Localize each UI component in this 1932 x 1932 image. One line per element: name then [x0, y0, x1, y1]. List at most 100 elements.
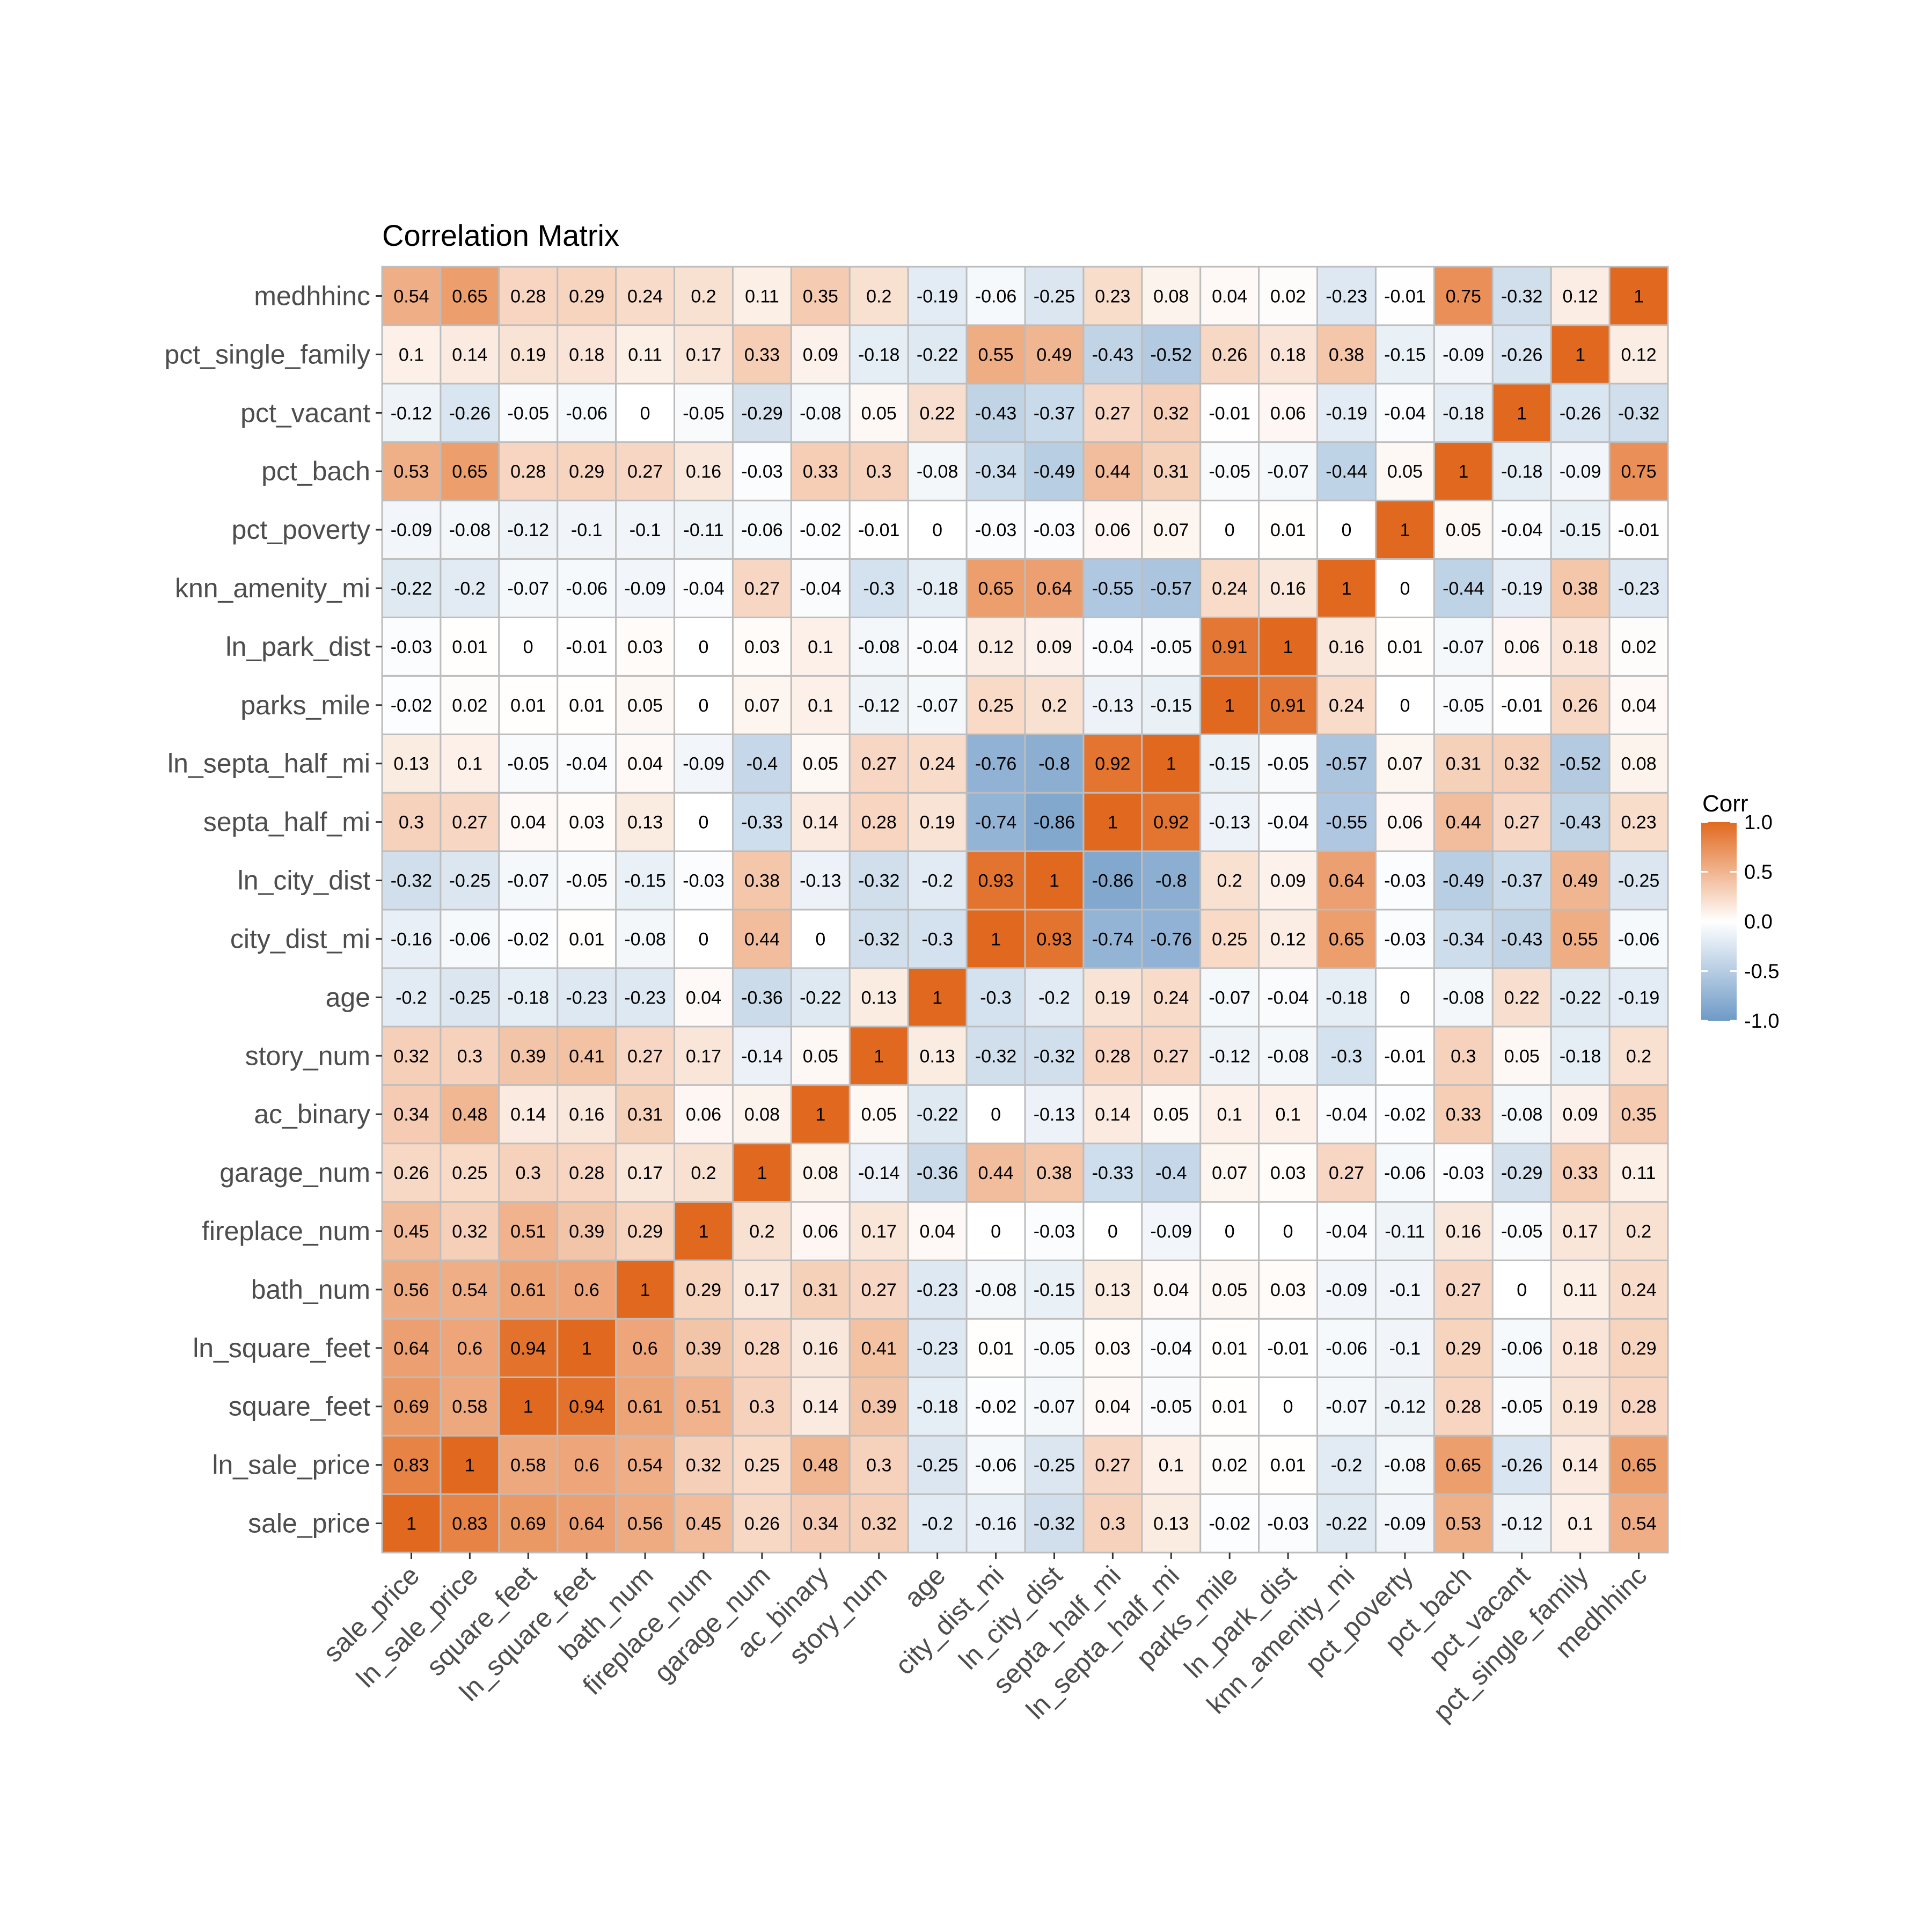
heatmap-cell [1199, 266, 1260, 326]
cell-value-label: -0.05 [1151, 637, 1192, 657]
cell-value-label: 0.25 [452, 1163, 487, 1183]
cell-value-label: -0.3 [980, 987, 1012, 1008]
cell-value-label: 0.07 [1153, 520, 1189, 540]
cell-value-label: 0.22 [920, 403, 955, 423]
cell-value-label: 0.14 [1095, 1104, 1130, 1125]
cell-value-label: -0.04 [683, 579, 724, 599]
heatmap-cell [1199, 1435, 1260, 1495]
heatmap-cell [790, 850, 851, 911]
cell-value-label: -0.08 [800, 403, 841, 423]
y-tick-label: garage_num [219, 1158, 370, 1188]
cell-value-label: 0.01 [510, 696, 546, 716]
cell-value-label: 0.13 [1095, 1280, 1130, 1300]
cell-value-label: 0.28 [861, 813, 897, 833]
heatmap-cell [498, 1143, 559, 1203]
cell-value-label: -0.08 [1267, 1046, 1309, 1066]
cell-value-label: -0.06 [1501, 1338, 1543, 1359]
cell-value-label: 0.3 [399, 813, 424, 833]
cell-value-label: 0.04 [1153, 1280, 1189, 1300]
cell-value-label: 0.39 [686, 1338, 721, 1359]
cell-value-label: -0.25 [917, 1455, 958, 1476]
cell-value-label: 0.2 [691, 286, 716, 306]
cell-value-label: 0.27 [1504, 813, 1540, 833]
heatmap-cell [965, 1143, 1026, 1203]
cell-value-label: 0.38 [1329, 345, 1364, 365]
cell-value-label: 0.61 [627, 1397, 663, 1417]
heatmap-cell [1433, 967, 1494, 1028]
heatmap-cell [1608, 1201, 1669, 1261]
cell-value-label: -0.32 [391, 871, 433, 891]
cell-value-label: 0.65 [452, 286, 487, 306]
heatmap-cell [440, 324, 500, 385]
heatmap-cell [1199, 1493, 1260, 1554]
cell-value-label: 0.19 [1563, 1397, 1598, 1417]
cell-value-label: 1 [1575, 345, 1585, 365]
cell-value-label: 0.56 [393, 1280, 429, 1300]
y-tick-label: pct_single_family [164, 339, 370, 369]
cell-value-label: 0.3 [1451, 1046, 1476, 1066]
cell-value-label: 0.31 [1153, 462, 1189, 482]
cell-value-label: 0.04 [920, 1221, 955, 1242]
heatmap-cell [615, 383, 676, 443]
cell-value-label: -0.12 [1384, 1397, 1426, 1417]
heatmap-cell [498, 616, 559, 677]
cell-value-label: 0.53 [393, 462, 429, 482]
heatmap-cell [907, 850, 968, 911]
heatmap-cell [1258, 733, 1319, 794]
heatmap-cell [1024, 500, 1085, 560]
cell-value-label: 0.65 [1621, 1455, 1656, 1476]
heatmap-cell [907, 266, 968, 326]
cell-value-label: -0.09 [1326, 1280, 1367, 1300]
cell-value-label: -0.86 [1092, 871, 1134, 891]
heatmap-cell [1199, 675, 1260, 735]
heatmap-cell [1258, 1026, 1319, 1086]
cell-value-label: -0.2 [921, 1514, 953, 1534]
heatmap-cell [615, 792, 676, 852]
cell-value-label: 0.64 [569, 1514, 604, 1534]
cell-value-label: -0.43 [1501, 929, 1543, 949]
y-tick-label: parks_mile [240, 690, 370, 720]
cell-value-label: 0 [815, 929, 825, 949]
cell-value-label: 0.56 [627, 1514, 663, 1534]
cell-value-label: -0.18 [1443, 403, 1484, 423]
cell-value-label: -0.44 [1443, 579, 1484, 599]
cell-value-label: -0.1 [1389, 1338, 1421, 1359]
cell-value-label: 0.32 [1153, 403, 1189, 423]
heatmap-cell [1082, 1084, 1143, 1145]
cell-value-label: 0.27 [1329, 1163, 1364, 1183]
cell-value-label: -0.05 [1267, 754, 1309, 774]
cell-value-label: 0.18 [1270, 345, 1306, 365]
cell-value-label: 0.09 [803, 345, 838, 365]
cell-value-label: 0.3 [749, 1397, 774, 1417]
heatmap-cell [1316, 324, 1377, 385]
heatmap-cell [848, 324, 909, 385]
cell-value-label: -0.15 [1560, 520, 1601, 540]
y-tick-label: medhhinc [254, 281, 370, 311]
y-tick-label: ln_septa_half_mi [167, 749, 370, 779]
cell-value-label: 0.11 [1622, 1163, 1656, 1183]
heatmap-cell [731, 500, 792, 560]
cell-value-label: 0.33 [803, 462, 838, 482]
heatmap-cell [1374, 733, 1435, 794]
heatmap-cell [1199, 1259, 1260, 1320]
cell-value-label: -0.03 [1384, 929, 1426, 949]
cell-value-label: 0.17 [686, 345, 721, 365]
cell-value-label: 0.26 [744, 1514, 780, 1534]
cell-value-label: 0.18 [1563, 637, 1598, 657]
cell-value-label: 0.92 [1095, 754, 1130, 774]
cell-value-label: -0.09 [624, 579, 666, 599]
cell-value-label: -0.76 [975, 754, 1017, 774]
heatmap-cell [848, 1084, 909, 1145]
cell-value-label: -0.18 [1560, 1046, 1601, 1066]
heatmap-cell [907, 1084, 968, 1145]
cell-value-label: -0.23 [566, 987, 608, 1008]
cell-value-label: 0.01 [569, 929, 604, 949]
heatmap-cell [1082, 1493, 1143, 1554]
cell-value-label: -0.08 [917, 462, 958, 482]
heatmap-cell [1374, 792, 1435, 852]
cell-value-label: -0.33 [1092, 1163, 1134, 1183]
cell-value-label: 0 [1517, 1280, 1527, 1300]
y-axis: sale_price ln_sale_price square_feet ln_squ… [164, 281, 382, 1539]
heatmap-cell [1082, 1026, 1143, 1086]
heatmap-cell [557, 616, 617, 677]
